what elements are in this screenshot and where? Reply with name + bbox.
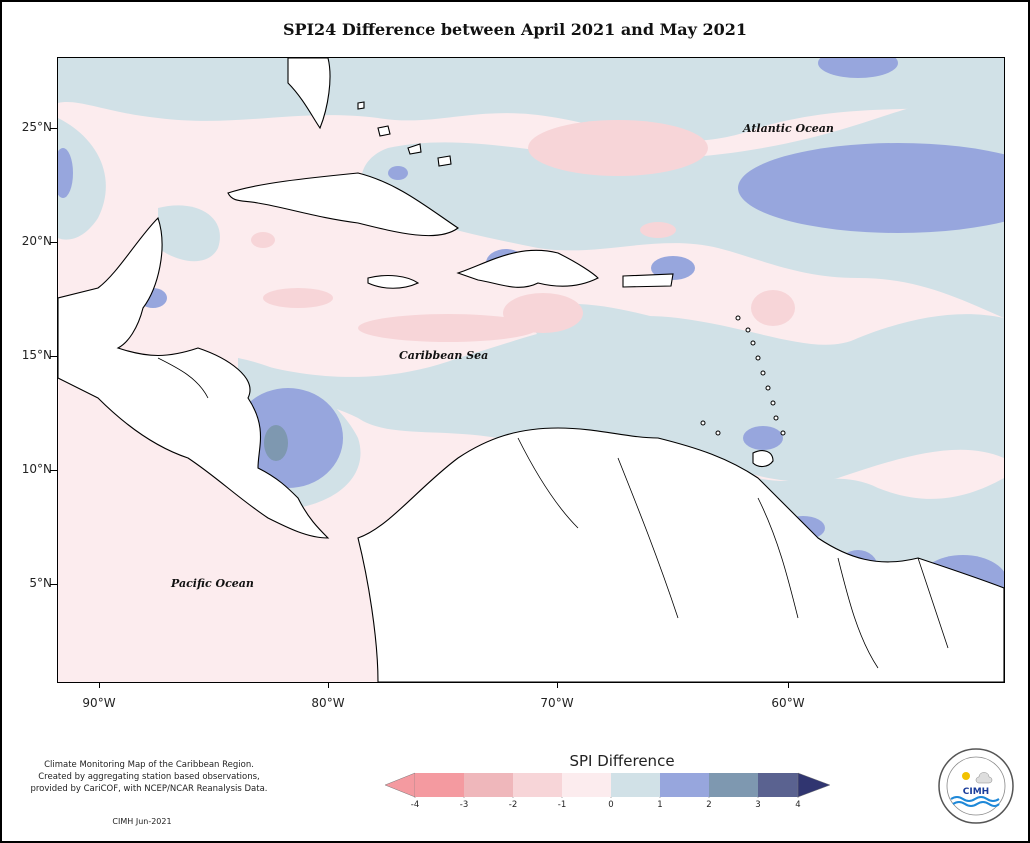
legend-swatch <box>709 773 758 797</box>
legend-swatch <box>660 773 709 797</box>
legend-title: SPI Difference <box>569 752 675 770</box>
legend-swatch <box>464 773 513 797</box>
legend-tick-label: -3 <box>459 800 469 810</box>
description-line: Created by aggregating station based obs… <box>38 772 260 782</box>
lon-tick <box>557 681 558 688</box>
legend-arrow-right <box>797 772 831 798</box>
legend-tick-label: 3 <box>755 800 761 810</box>
lat-label-25n: 25°N <box>21 120 52 134</box>
legend-swatch <box>758 773 798 797</box>
pacific-ocean-label: Pacific Ocean <box>171 577 254 590</box>
lat-label-5n: 5°N <box>29 576 52 590</box>
lon-tick <box>99 681 100 688</box>
lon-label-80w: 80°W <box>311 696 345 710</box>
logo-text: CIMH <box>963 787 989 797</box>
description-line: provided by CariCOF, with NCEP/NCAR Rean… <box>30 784 268 794</box>
caribbean-sea-label: Caribbean Sea <box>399 349 489 362</box>
atlantic-ocean-label: Atlantic Ocean <box>743 122 834 135</box>
spi-difference-field <box>58 58 1004 682</box>
lat-tick <box>50 584 57 585</box>
legend-swatch <box>562 773 611 797</box>
lesser-antilles <box>700 315 786 436</box>
lat-label-15n: 15°N <box>21 348 52 362</box>
legend-arrow-left <box>384 772 416 798</box>
land-outlines <box>58 58 1004 682</box>
country-borders <box>157 357 949 669</box>
legend-tick-label: 0 <box>608 800 614 810</box>
lat-tick <box>50 242 57 243</box>
legend-swatch <box>611 773 660 797</box>
lon-tick <box>328 681 329 688</box>
legend-colorbar <box>384 772 831 800</box>
cimh-logo: CIMH <box>938 748 1014 824</box>
lat-tick <box>50 470 57 471</box>
credit-text: CIMH Jun-2021 <box>112 817 172 826</box>
legend-tick-label: -1 <box>557 800 567 810</box>
lat-label-10n: 10°N <box>21 462 52 476</box>
legend-swatch <box>415 773 464 797</box>
lat-label-20n: 20°N <box>21 234 52 248</box>
description-line: Climate Monitoring Map of the Caribbean … <box>44 760 254 770</box>
color-legend <box>384 772 835 802</box>
lon-tick <box>788 681 789 688</box>
legend-tick-label: 2 <box>706 800 712 810</box>
legend-swatch <box>513 773 562 797</box>
lon-label-90w: 90°W <box>82 696 116 710</box>
legend-tick-label: -4 <box>410 800 420 810</box>
lon-label-60w: 60°W <box>771 696 805 710</box>
legend-tick-label: 4 <box>795 800 801 810</box>
lon-label-70w: 70°W <box>540 696 574 710</box>
map-title: SPI24 Difference between April 2021 and … <box>282 20 748 39</box>
dark-blue-regions <box>264 425 288 461</box>
legend-tick-label: 1 <box>657 800 663 810</box>
lat-tick <box>50 356 57 357</box>
legend-tick-label: -2 <box>508 800 518 810</box>
lat-tick <box>50 128 57 129</box>
legend-tick-marks <box>414 797 799 800</box>
caribbean-map[interactable]: Atlantic Ocean Caribbean Sea Pacific Oce… <box>57 57 1005 683</box>
map-description: Climate Monitoring Map of the Caribbean … <box>24 759 274 795</box>
